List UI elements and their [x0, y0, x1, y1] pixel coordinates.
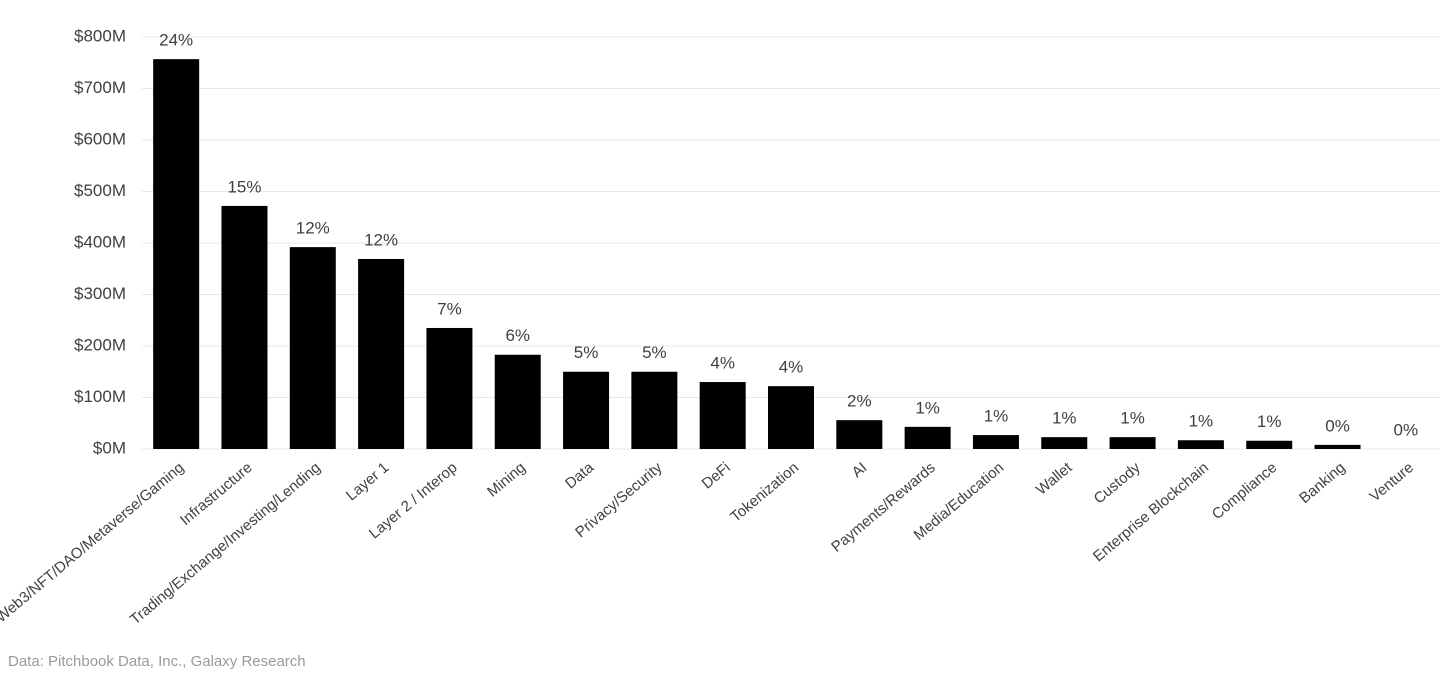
y-tick-label: $800M — [74, 26, 126, 45]
y-tick-label: $300M — [74, 284, 126, 303]
y-tick-label: $600M — [74, 129, 126, 148]
bar — [153, 59, 200, 450]
bar — [1177, 440, 1224, 449]
x-tick-label: DeFi — [699, 459, 734, 492]
y-tick-label: $100M — [74, 387, 126, 406]
source-note: Data: Pitchbook Data, Inc., Galaxy Resea… — [8, 653, 306, 670]
share-label: 0% — [1325, 416, 1350, 435]
bar — [836, 420, 883, 449]
share-label: 12% — [296, 219, 330, 238]
bar — [1314, 444, 1361, 449]
bar — [699, 382, 746, 449]
x-tick-label: Compliance — [1209, 459, 1281, 523]
x-tick-label: Layer 1 — [343, 459, 392, 504]
x-tick-label: Enterprise Blockchain — [1090, 459, 1212, 565]
bar — [1109, 437, 1156, 449]
y-tick-label: $400M — [74, 232, 126, 251]
share-label: 1% — [1189, 412, 1214, 431]
share-label: 1% — [915, 398, 940, 417]
bar — [221, 205, 268, 449]
share-label: 15% — [227, 177, 261, 196]
share-label: 4% — [779, 358, 804, 377]
share-label: 7% — [437, 299, 462, 318]
share-label: 4% — [710, 354, 735, 373]
share-label: 1% — [1052, 409, 1077, 428]
bar — [563, 371, 610, 449]
x-tick-label: Data — [562, 459, 598, 493]
bar — [972, 435, 1019, 449]
share-label: 5% — [574, 343, 599, 362]
bar — [494, 354, 541, 449]
x-tick-label: Tokenization — [727, 459, 802, 526]
bar — [768, 386, 814, 449]
x-tick-label: Custody — [1091, 459, 1144, 508]
bar — [904, 426, 951, 449]
share-label: 5% — [642, 343, 667, 362]
x-tick-label: AI — [849, 459, 871, 481]
x-tick-label: Banking — [1296, 459, 1348, 507]
bar — [426, 327, 473, 449]
x-tick-label: Venture — [1366, 459, 1417, 505]
x-tick-label: Wallet — [1033, 459, 1076, 499]
y-tick-label: $0M — [93, 438, 126, 457]
share-label: 2% — [847, 392, 872, 411]
y-tick-label: $200M — [74, 335, 126, 354]
bar — [1041, 437, 1088, 449]
share-label: 24% — [159, 31, 193, 50]
y-tick-label: $500M — [74, 181, 126, 200]
share-label: 6% — [505, 326, 530, 345]
share-label: 1% — [984, 407, 1009, 426]
share-label: 1% — [1257, 412, 1282, 431]
bar — [289, 247, 336, 449]
share-label: 12% — [364, 230, 398, 249]
bar — [358, 258, 405, 449]
bar — [1246, 440, 1293, 449]
y-tick-label: $700M — [74, 78, 126, 97]
bar — [631, 371, 678, 449]
x-tick-label: Mining — [484, 459, 529, 500]
share-label: 1% — [1120, 409, 1145, 428]
share-label: 0% — [1394, 420, 1419, 439]
